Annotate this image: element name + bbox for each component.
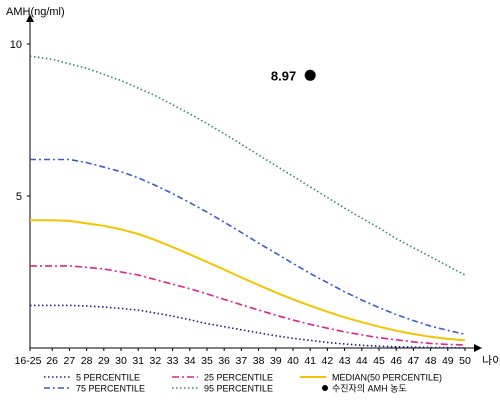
legend-label-3: 75 PERCENTILE — [76, 384, 145, 394]
series-line-1 — [30, 265, 466, 346]
x-tick-label: 31 — [132, 355, 144, 367]
x-tick-label: 16-25 — [15, 355, 42, 367]
x-tick-label: 26 — [46, 355, 58, 367]
x-tick-label: 42 — [322, 355, 334, 367]
x-tick-label: 29 — [98, 355, 110, 367]
x-tick-label: 47 — [408, 355, 420, 367]
y-tick-label: 5 — [16, 191, 22, 203]
legend-label-1: 25 PERCENTILE — [204, 373, 273, 383]
series-line-0 — [30, 304, 466, 349]
y-ticks: 10 5 — [10, 39, 30, 203]
x-tick-label: 37 — [236, 355, 248, 367]
x-tick-label: 34 — [184, 355, 196, 367]
legend-label-0: 5 PERCENTILE — [76, 373, 140, 383]
axes — [26, 14, 482, 352]
x-axis-label: 나이 — [482, 354, 500, 367]
x-tick-label: 43 — [339, 355, 351, 367]
x-tick-label: 27 — [64, 355, 76, 367]
x-tick-label: 39 — [270, 355, 282, 367]
y-tick-label: 10 — [10, 39, 22, 51]
x-tick-label: 44 — [356, 355, 368, 367]
x-tick-label: 30 — [115, 355, 127, 367]
x-tick-label: 46 — [390, 355, 402, 367]
series-line-3 — [30, 158, 466, 336]
legend: 5 PERCENTILE 25 PERCENTILE MEDIAN(50 PERCE… — [44, 373, 442, 394]
x-ticks: 16-25 26 27 28 29 30 31 32 33 34 35 36 37 38 39 40 41 42 4… — [15, 348, 471, 367]
x-tick-label: 36 — [218, 355, 230, 367]
y-axis-label: AMH(ng/ml) — [6, 6, 65, 18]
x-tick-label: 48 — [425, 355, 437, 367]
x-tick-label: 32 — [150, 355, 162, 367]
x-tick-label: 50 — [459, 355, 471, 367]
y-axis-arrow — [26, 14, 34, 22]
legend-label-2: MEDIAN(50 PERCENTILE) — [332, 373, 442, 383]
x-tick-label: 38 — [253, 355, 265, 367]
legend-swatch-5 — [322, 385, 328, 391]
x-tick-label: 41 — [304, 355, 316, 367]
marker-group: 8.97 — [271, 68, 316, 83]
x-tick-label: 35 — [201, 355, 213, 367]
amh-marker-point — [304, 69, 316, 81]
series-lines — [29, 55, 466, 349]
legend-label-4: 95 PERCENTILE — [204, 384, 273, 394]
x-tick-label: 49 — [442, 355, 454, 367]
x-axis-arrow — [474, 344, 482, 352]
legend-label-5: 수진자의 AMH 농도 — [332, 384, 407, 394]
x-tick-label: 33 — [167, 355, 179, 367]
x-tick-label: 40 — [287, 355, 299, 367]
series-line-4 — [29, 55, 466, 276]
series-line-2 — [30, 219, 466, 342]
x-tick-label: 28 — [81, 355, 93, 367]
x-tick-label: 45 — [373, 355, 385, 367]
amh-marker-label: 8.97 — [271, 68, 296, 83]
